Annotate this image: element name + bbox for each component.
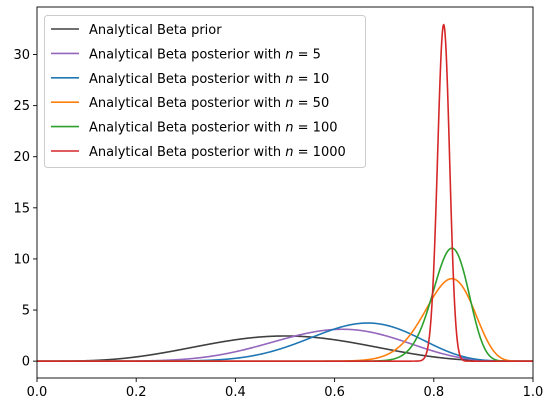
legend-entry-label: Analytical Beta posterior with n = 50 — [89, 96, 329, 111]
legend: Analytical Beta prior Analytical Beta pos… — [44, 15, 366, 168]
legend-box — [44, 15, 366, 168]
y-tick-label: 0 — [22, 355, 30, 370]
legend-entry-label: Analytical Beta posterior with n = 100 — [89, 121, 338, 136]
x-tick-label: 0.6 — [324, 385, 345, 400]
plot-frame — [36, 6, 534, 379]
x-tick-label: 1.0 — [523, 385, 544, 400]
curve-group — [37, 23, 533, 362]
series-line-5 — [37, 23, 533, 362]
y-tick-label: 25 — [13, 99, 30, 114]
y-tick-label: 15 — [13, 201, 30, 216]
axes-layer: 0.0 0.2 0.4 0.6 0.8 1.0 0 5 10 15 20 25 30 — [13, 6, 544, 400]
x-tick-label: 0.0 — [27, 385, 48, 400]
curves-layer — [37, 23, 533, 362]
legend-entry-label: Analytical Beta posterior with n = 5 — [89, 47, 321, 62]
x-tick-label: 0.8 — [423, 385, 444, 400]
legend-entry-label: Analytical Beta posterior with n = 1000 — [89, 145, 346, 160]
x-tick-label: 0.4 — [225, 385, 246, 400]
x-tick-label: 0.2 — [126, 385, 147, 400]
y-tick-label: 10 — [13, 252, 30, 267]
legend-entry-label: Analytical Beta posterior with n = 10 — [89, 72, 329, 87]
y-tick-label: 30 — [13, 48, 30, 63]
y-tick-label: 5 — [22, 304, 30, 319]
series-line-0 — [37, 335, 533, 362]
legend-entry-label: Analytical Beta prior — [89, 23, 222, 38]
y-tick-label: 20 — [13, 150, 30, 165]
